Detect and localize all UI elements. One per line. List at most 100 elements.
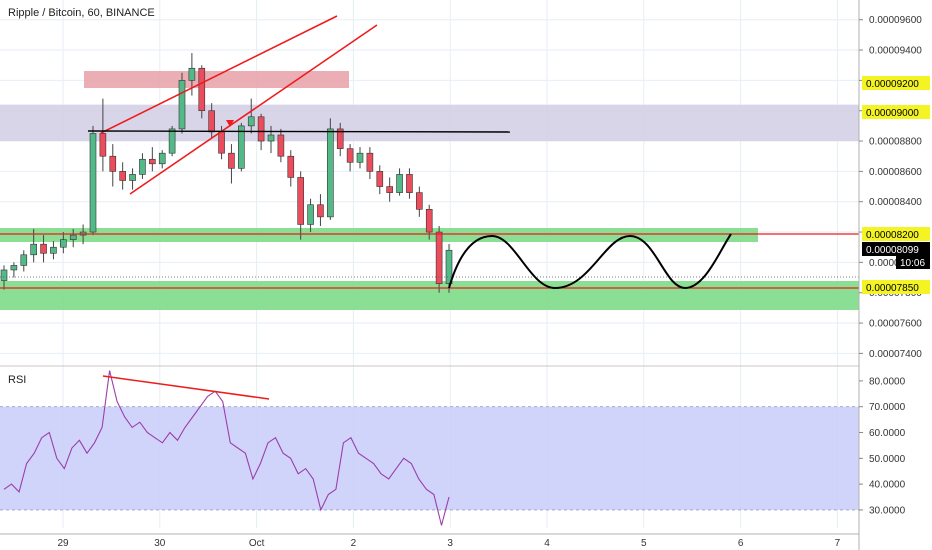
candle-body[interactable]	[99, 133, 107, 157]
candle-body[interactable]	[406, 174, 413, 193]
rsi-tick-label: 40.0000	[869, 480, 906, 491]
price-badge	[862, 242, 930, 256]
candle-body[interactable]	[60, 239, 67, 248]
candle-body[interactable]	[247, 116, 255, 127]
candle-body[interactable]	[238, 125, 245, 169]
candle-body[interactable]	[69, 234, 77, 240]
rsi-tick-label: 50.0000	[869, 454, 906, 465]
candle-body[interactable]	[109, 155, 117, 172]
rsi-label: RSI	[8, 374, 26, 386]
rsi-band	[0, 406, 859, 510]
price-tick-label: 0.00009600	[869, 15, 922, 26]
candle-body[interactable]	[327, 128, 334, 218]
price-badge-label: 0.00009000	[866, 108, 919, 119]
candle-body[interactable]	[445, 249, 453, 284]
candle-body[interactable]	[89, 133, 97, 233]
support-zone-upper	[0, 228, 758, 242]
candle-body[interactable]	[198, 67, 206, 112]
rsi-tick-label: 30.0000	[869, 505, 906, 516]
projection-wave[interactable]	[448, 233, 732, 290]
candle-body[interactable]	[396, 174, 403, 193]
resistance-zone-red	[84, 71, 349, 88]
rsi-tick-label: 70.0000	[869, 402, 906, 413]
price-badge	[862, 105, 930, 119]
time-tick-label: 29	[57, 538, 69, 549]
rsi-panel[interactable]	[0, 365, 932, 526]
time-tick-label: 3	[447, 538, 453, 549]
price-badge-label: 0.00008099	[866, 245, 919, 256]
price-badge	[862, 227, 930, 241]
trendline-upper[interactable]	[100, 15, 338, 134]
price-axis-bg	[859, 0, 932, 550]
rsi-tick-label: 60.0000	[869, 428, 906, 439]
price-badge	[862, 76, 930, 90]
rsi-tick-label: 80.0000	[869, 376, 906, 387]
price-tick-label: 0.00007400	[869, 349, 922, 360]
candle-body[interactable]	[277, 134, 285, 157]
candle-body[interactable]	[287, 155, 295, 178]
rsi-line[interactable]	[3, 370, 450, 526]
chart-title: Ripple / Bitcoin, 60, BINANCE	[8, 7, 155, 19]
time-tick-label: 6	[738, 538, 744, 549]
candle-body[interactable]	[356, 152, 364, 163]
time-tick-label: 30	[154, 538, 166, 549]
candle-body[interactable]	[336, 128, 344, 149]
candle-body[interactable]	[0, 269, 8, 281]
candle-body[interactable]	[158, 152, 166, 165]
candle-body[interactable]	[307, 204, 314, 225]
candle-body[interactable]	[119, 171, 126, 181]
price-tick-label: 0.00008800	[869, 137, 922, 148]
trendline-lower[interactable]	[129, 24, 378, 195]
price-badge-label: 0.00007850	[866, 283, 919, 294]
candle-body[interactable]	[386, 186, 393, 193]
resistance-zone-purple	[0, 104, 859, 142]
price-badge-label: 0.00008200	[866, 230, 919, 241]
candle-body[interactable]	[317, 204, 324, 218]
candle-body[interactable]	[297, 177, 304, 225]
price-badge	[862, 280, 930, 294]
arrow-marker-icon	[226, 120, 234, 127]
candle-body[interactable]	[416, 192, 423, 210]
time-tick-label: Oct	[249, 538, 265, 549]
candle-body[interactable]	[435, 231, 443, 284]
candle-body[interactable]	[218, 131, 225, 154]
candle-body[interactable]	[20, 254, 28, 266]
candle-body[interactable]	[346, 148, 354, 163]
rsi-divergence-line[interactable]	[102, 375, 270, 400]
price-badge-label: 0.00009200	[866, 79, 919, 90]
candle-body[interactable]	[178, 80, 186, 130]
horizontal-resistance-line[interactable]	[87, 130, 511, 133]
candle-body[interactable]	[40, 243, 47, 254]
time-tick-label: 7	[835, 538, 841, 549]
price-badge-label: 10:06	[900, 258, 925, 269]
support-zone-lower	[0, 281, 859, 310]
candle-body[interactable]	[366, 152, 374, 172]
candle-body[interactable]	[376, 171, 384, 187]
price-tick-label: 0.00009400	[869, 46, 922, 57]
candle-body[interactable]	[208, 110, 215, 133]
candle-body[interactable]	[50, 246, 57, 254]
candle-body[interactable]	[425, 209, 433, 233]
candle-body[interactable]	[188, 67, 196, 81]
candle-body[interactable]	[30, 243, 37, 256]
candle-body[interactable]	[257, 116, 265, 142]
candle-body[interactable]	[129, 174, 136, 181]
price-tick-label: 0.00008400	[869, 197, 922, 208]
time-tick-label: 2	[351, 538, 357, 549]
price-tick-label: 0.00007600	[869, 319, 922, 330]
candle-body[interactable]	[168, 128, 176, 154]
time-tick-label: 5	[641, 538, 647, 549]
drawing-lines[interactable]	[0, 15, 859, 290]
candlestick-series[interactable]	[0, 53, 453, 293]
time-tick-label: 4	[544, 538, 550, 549]
price-tick-label: 0.00008600	[869, 167, 922, 178]
candle-body[interactable]	[149, 158, 156, 165]
candle-body[interactable]	[267, 134, 275, 142]
candle-body[interactable]	[10, 265, 18, 271]
candle-body[interactable]	[139, 158, 146, 175]
price-zones	[0, 71, 859, 310]
price-badge	[896, 255, 930, 269]
candle-body[interactable]	[228, 152, 235, 169]
